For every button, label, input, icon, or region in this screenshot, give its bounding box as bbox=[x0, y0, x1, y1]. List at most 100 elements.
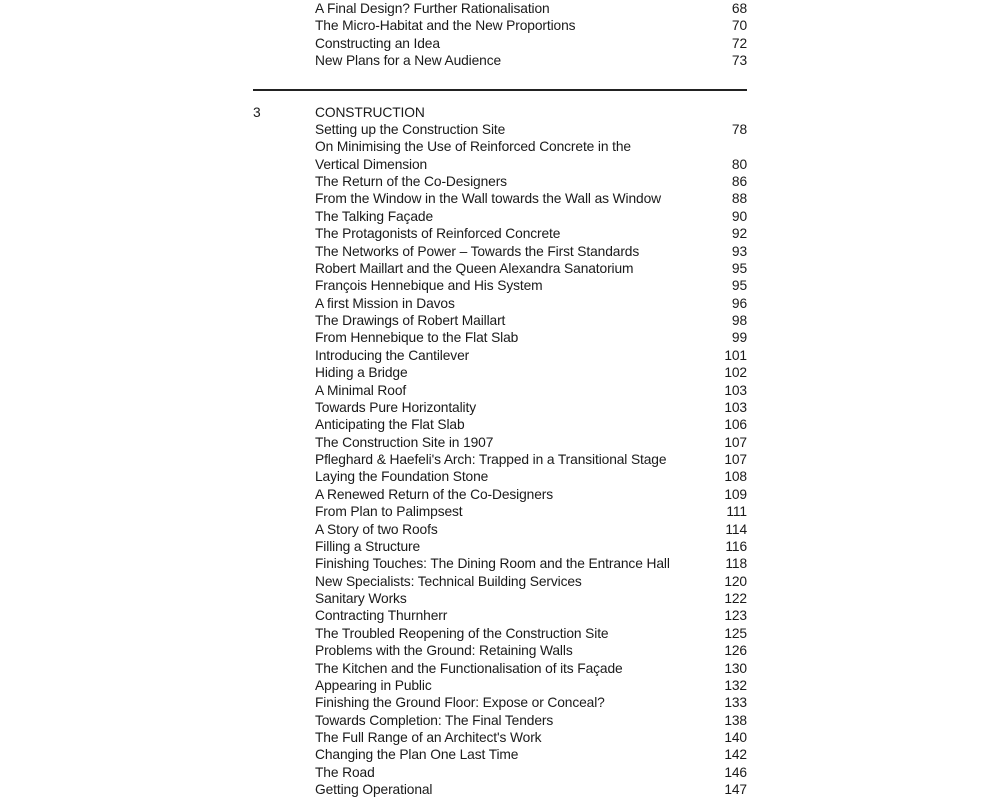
toc-section: A Final Design? Further Rationalisation 6… bbox=[253, 0, 747, 70]
toc-entry-page-number: 130 bbox=[724, 660, 747, 676]
toc-entry-title: The Road bbox=[315, 764, 375, 780]
toc-entry-title: Laying the Foundation Stone bbox=[315, 469, 489, 485]
toc-entry: Getting Operational 147 bbox=[253, 781, 747, 798]
toc-entry-title: New Plans for a New Audience bbox=[315, 53, 502, 69]
toc-section: 3 CONSTRUCTION Setting up the Construction… bbox=[253, 104, 747, 799]
toc-entry-page-number: 106 bbox=[724, 417, 747, 433]
toc-entry-page-number: 80 bbox=[731, 156, 747, 172]
toc-entry-title: Setting up the Construction Site bbox=[315, 121, 506, 137]
toc-entry-page-number: 146 bbox=[724, 764, 747, 780]
toc-entry-page-number: 103 bbox=[724, 399, 747, 415]
toc-entry: Laying the Foundation Stone 108 bbox=[253, 468, 747, 485]
toc-entry-page-number: 73 bbox=[731, 53, 747, 69]
toc-entry-page-number: 86 bbox=[731, 174, 747, 189]
toc-entry-title: Finishing the Ground Floor: Expose or Co… bbox=[315, 695, 605, 711]
toc-entry-title: Sanitary Works bbox=[315, 591, 407, 606]
toc-entry: The Drawings of Robert Maillart 98 bbox=[253, 312, 747, 329]
toc-entry: A Final Design? Further Rationalisation 6… bbox=[253, 0, 747, 17]
toc-entry: Hiding a Bridge 102 bbox=[253, 364, 747, 381]
toc-entry-title: The Protagonists of Reinforced Concrete bbox=[315, 226, 561, 242]
toc-entry-page-number: 118 bbox=[725, 556, 747, 572]
toc-entry-page-number: 140 bbox=[724, 730, 747, 745]
toc-entry-title: From Plan to Palimpsest bbox=[315, 504, 463, 520]
toc-section-number: 3 bbox=[253, 104, 261, 120]
toc-entry-page-number: 126 bbox=[724, 643, 747, 659]
toc-entry-page-number: 107 bbox=[724, 452, 747, 467]
toc-entry: Contracting Thurnherr 123 bbox=[253, 607, 747, 624]
toc-entry-page-number: 92 bbox=[731, 226, 747, 242]
toc-entry-page-number: 102 bbox=[724, 365, 747, 381]
toc-entry-title: The Networks of Power – Towards the Firs… bbox=[315, 243, 640, 259]
toc-entry-page-number: 70 bbox=[731, 18, 747, 34]
toc-entry-page-number: 114 bbox=[725, 521, 747, 537]
toc-entry: On Minimising the Use of Reinforced Conc… bbox=[253, 138, 747, 173]
toc-entry-page-number: 109 bbox=[724, 486, 747, 502]
toc-entry: Anticipating the Flat Slab 106 bbox=[253, 416, 747, 433]
toc-entry-title: Constructing an Idea bbox=[315, 35, 440, 51]
toc-entry-title: Filling a Structure bbox=[315, 538, 421, 554]
toc-entry-title: From the Window in the Wall towards the … bbox=[315, 191, 661, 207]
toc-entry-page-number: 101 bbox=[724, 347, 747, 363]
toc-entry: A Minimal Roof 103 bbox=[253, 382, 747, 399]
toc-entry: Robert Maillart and the Queen Alexandra … bbox=[253, 260, 747, 277]
table-of-contents: A Final Design? Further Rationalisation 6… bbox=[253, 0, 747, 799]
toc-entry: The Networks of Power – Towards the Firs… bbox=[253, 243, 747, 260]
toc-entry-page-number: 116 bbox=[725, 538, 747, 554]
toc-entry-page-number: 107 bbox=[724, 434, 747, 450]
toc-entry: The Full Range of an Architect's Work 140 bbox=[253, 729, 747, 746]
toc-entry-title: Introducing the Cantilever bbox=[315, 347, 470, 363]
toc-entry: Pfleghard & Haefeli's Arch: Trapped in a… bbox=[253, 451, 747, 468]
toc-entry: The Construction Site in 1907 107 bbox=[253, 434, 747, 451]
toc-entry: From Hennebique to the Flat Slab 99 bbox=[253, 329, 747, 346]
toc-entry-title: Towards Pure Horizontality bbox=[315, 399, 476, 415]
toc-entry: The Road 146 bbox=[253, 764, 747, 781]
toc-entry-page-number: 122 bbox=[724, 591, 747, 606]
toc-entry: Towards Pure Horizontality 103 bbox=[253, 399, 747, 416]
toc-entry: The Return of the Co-Designers 86 bbox=[253, 173, 747, 190]
toc-entry: Introducing the Cantilever 101 bbox=[253, 347, 747, 364]
toc-entry-title: The Kitchen and the Functionalisation of… bbox=[315, 660, 623, 676]
toc-entry: A Story of two Roofs 114 bbox=[253, 521, 747, 538]
toc-entry: The Talking Façade 90 bbox=[253, 208, 747, 225]
toc-section-header: 3 CONSTRUCTION bbox=[253, 104, 747, 121]
toc-entry: From Plan to Palimpsest 111 bbox=[253, 503, 747, 520]
toc-entry-page-number: 95 bbox=[731, 278, 747, 294]
toc-entry-title: A first Mission in Davos bbox=[315, 295, 455, 311]
toc-entry-title: Hiding a Bridge bbox=[315, 365, 408, 381]
toc-entry-title: The Construction Site in 1907 bbox=[315, 434, 494, 450]
toc-entry-title: On Minimising the Use of Reinforced Conc… bbox=[315, 139, 631, 172]
toc-entry: Towards Completion: The Final Tenders 138 bbox=[253, 712, 747, 729]
toc-entry: New Specialists: Technical Building Serv… bbox=[253, 573, 747, 590]
toc-entry-title: A Story of two Roofs bbox=[315, 521, 438, 537]
toc-entry-page-number: 90 bbox=[731, 208, 747, 224]
toc-entry-title: The Full Range of an Architect's Work bbox=[315, 730, 542, 745]
section-divider bbox=[253, 88, 747, 91]
toc-entry: Finishing Touches: The Dining Room and t… bbox=[253, 555, 747, 572]
toc-entry: Changing the Plan One Last Time 142 bbox=[253, 746, 747, 763]
toc-entry-title: A Final Design? Further Rationalisation bbox=[315, 1, 550, 16]
toc-entry-page-number: 138 bbox=[724, 712, 747, 728]
toc-entry: Finishing the Ground Floor: Expose or Co… bbox=[253, 694, 747, 711]
toc-entry-title: Towards Completion: The Final Tenders bbox=[315, 712, 554, 728]
toc-entry-page-number: 88 bbox=[731, 191, 747, 207]
toc-entry: François Hennebique and His System 95 bbox=[253, 277, 747, 294]
toc-entry-page-number: 96 bbox=[731, 295, 747, 311]
toc-entry-title: A Renewed Return of the Co-Designers bbox=[315, 486, 554, 502]
toc-entry-title: The Micro-Habitat and the New Proportion… bbox=[315, 18, 576, 34]
toc-entry-page-number: 95 bbox=[731, 260, 747, 276]
toc-entry-page-number: 99 bbox=[731, 330, 747, 346]
toc-entry-page-number: 142 bbox=[724, 747, 747, 763]
toc-entry: The Protagonists of Reinforced Concrete 9… bbox=[253, 225, 747, 242]
toc-entry-page-number: 133 bbox=[724, 695, 747, 711]
toc-entry-title: Contracting Thurnherr bbox=[315, 608, 448, 624]
toc-entry: Problems with the Ground: Retaining Wall… bbox=[253, 642, 747, 659]
toc-entry-page-number: 98 bbox=[731, 313, 747, 328]
toc-entry-title: New Specialists: Technical Building Serv… bbox=[315, 573, 582, 589]
toc-entry: Sanitary Works 122 bbox=[253, 590, 747, 607]
toc-entry: The Troubled Reopening of the Constructi… bbox=[253, 625, 747, 642]
toc-entry-page-number: 103 bbox=[724, 382, 747, 398]
toc-entry-page-number: 125 bbox=[724, 625, 747, 641]
toc-entry-title: The Troubled Reopening of the Constructi… bbox=[315, 625, 609, 641]
toc-entry-page-number: 78 bbox=[731, 121, 747, 137]
